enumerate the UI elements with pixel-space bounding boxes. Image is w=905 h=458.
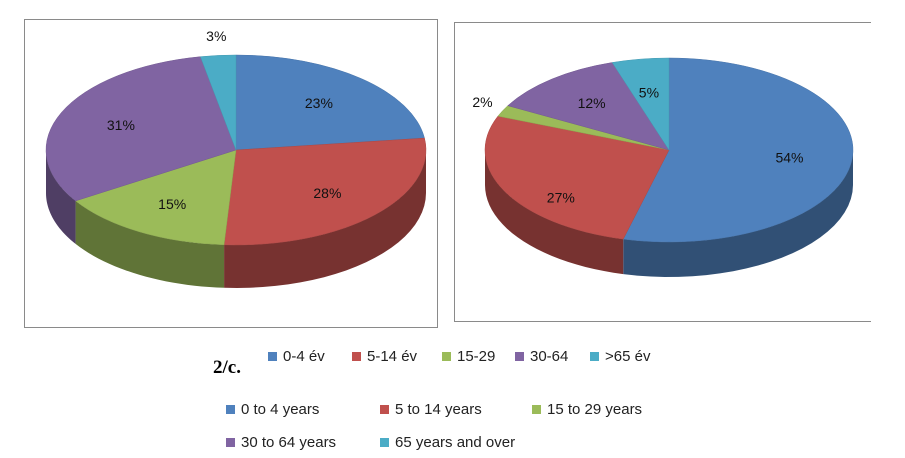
figure-label: 2/c. [213,357,241,378]
pie1-slice-2 [75,149,237,246]
pie-chart-1-frame: 23% 28% 15% 31% 3% [24,19,438,328]
legend-swatch [352,352,361,361]
pie-chart-1: 23% 28% 15% 31% 3% [45,28,427,288]
legend-swatch [380,438,389,447]
legend-swatch [226,438,235,447]
legend-swatch [226,405,235,414]
legend-en-item-4: 65 years and over [380,434,515,451]
legend-hu-item-4: >65 év [590,348,650,365]
legend-label: 5-14 év [367,348,418,365]
pie1-data-label-3: 31% [107,117,135,133]
pie1-data-label-2: 15% [158,196,186,212]
legend-hu-item-1: 5-14 év [352,348,417,365]
legend-en-item-1: 5 to 14 years [380,401,482,418]
pie1-side-2 [75,200,225,288]
pie1-slice-4 [200,54,237,151]
legend-label: 30-64 [530,348,569,365]
legend-label: 30 to 64 years [241,434,337,451]
pie1-side-1 [224,150,426,288]
legend-swatch [268,352,277,361]
pie1-data-label-4: 3% [206,28,226,44]
pie2-data-label-4: 5% [639,84,659,100]
legend-swatch [532,405,541,414]
pie1-slice-1 [223,137,427,246]
legend-hu-item-2: 15-29 [442,348,495,365]
legend-hu-item-3: 30-64 [515,348,568,365]
pie1-data-label-1: 28% [313,185,341,201]
legend-swatch [590,352,599,361]
legend-hu-item-0: 0-4 év [268,348,325,365]
pie-chart-2: 54% 27% 2% 12% 5% [472,57,854,277]
pie2-data-label-3: 12% [578,95,606,111]
legend-en-item-0: 0 to 4 years [226,401,319,418]
legend-label: 15-29 [457,348,496,365]
legend-swatch [515,352,524,361]
pie2-data-label-1: 27% [547,190,575,206]
pie1-slice-3 [45,56,237,202]
legend-label: 5 to 14 years [395,401,482,418]
legend-swatch [442,352,451,361]
pie2-data-label-0: 54% [775,150,803,166]
pie2-slice-3 [507,62,670,151]
legend-label: >65 év [605,348,651,365]
legend-label: 0-4 év [283,348,325,365]
pie2-side-0 [623,150,853,277]
legend-label: 0 to 4 years [241,401,320,418]
pie1-slice-0 [235,54,425,151]
legend-en-item-3: 30 to 64 years [226,434,336,451]
legend-en-item-2: 15 to 29 years [532,401,642,418]
pie1-data-label-0: 23% [305,95,333,111]
pie2-data-label-2: 2% [472,94,492,110]
pie2-slice-0 [622,57,854,243]
pie2-slice-4 [611,57,670,151]
legend-label: 15 to 29 years [547,401,643,418]
pie2-side-1 [485,150,624,275]
legend-label: 65 years and over [395,434,516,451]
pie-chart-2-frame: 54% 27% 2% 12% 5% [454,22,871,322]
pie2-slice-1 [484,115,670,240]
legend-swatch [380,405,389,414]
pie1-side-3 [46,150,76,244]
